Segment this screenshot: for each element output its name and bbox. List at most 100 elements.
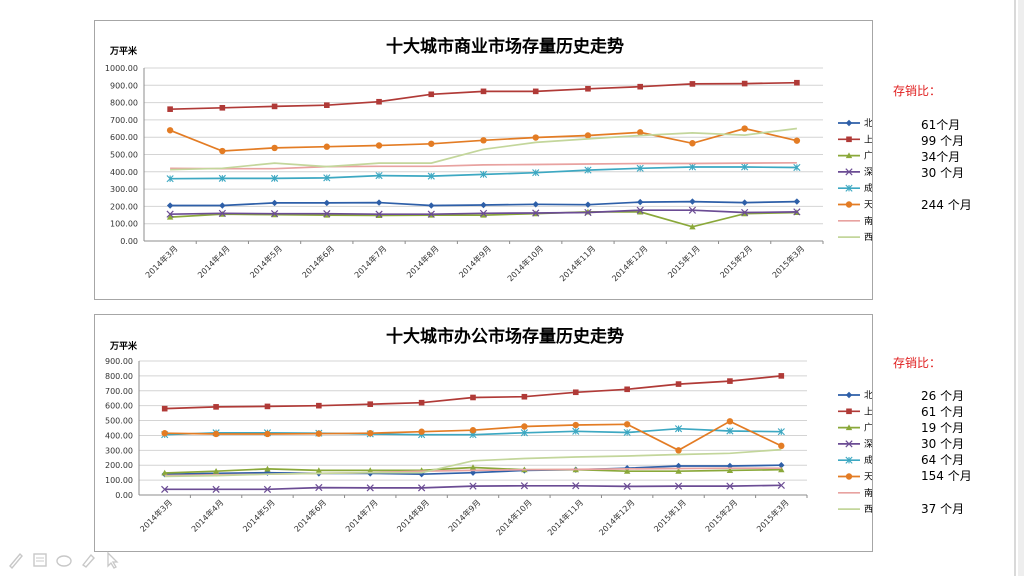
legend-marker [845,184,853,192]
series-line [170,161,797,170]
data-point [688,163,697,171]
sales-ratio-row: 244 个月 [921,198,972,212]
x-tick-label: 2014年12月 [610,243,650,283]
series-天津 [161,418,785,454]
legend-item: 广州 [838,150,872,162]
y-tick-label: 500.00 [105,417,133,426]
y-tick-label: 800.00 [110,99,138,108]
data-point [469,427,477,434]
data-point [375,210,383,218]
series-深圳 [166,206,801,218]
notes-icon[interactable] [30,550,50,570]
series-line [164,448,782,478]
x-tick-label: 2014年9月 [446,497,482,533]
x-tick-label: 2014年3月 [138,497,174,533]
commercial-stock-chart: 十大城市商业市场存量历史走势 万平米 0.00 100.00 200.00 300.0… [94,20,873,300]
data-point [726,418,734,425]
legend-label: 南京 [864,487,872,499]
data-point [270,174,279,182]
legend-label: 上海 [864,133,872,145]
series-成都 [166,163,801,183]
data-point [572,482,580,490]
data-point [793,198,801,205]
x-tick-label: 2014年7月 [343,497,379,533]
y-tick-label: 0.00 [115,491,133,500]
x-tick-label: 2014年10月 [494,497,534,537]
data-point [623,428,631,437]
data-point [271,199,278,207]
data-point [584,208,592,217]
x-tick-label: 2015年1月 [665,243,701,279]
legend-label: 天津 [864,472,872,483]
data-point [521,423,528,430]
legend-label: 成都 [864,454,872,466]
data-point [376,98,382,105]
office-chart-svg: 十大城市办公市场存量历史走势 万平米 0.00 100.00 200.00 300.0… [105,326,872,537]
data-point [521,393,528,400]
y-tick-label: 300.00 [105,446,133,455]
legend-item: 天津 [838,472,872,483]
data-point [741,125,748,132]
data-point [480,201,487,209]
data-point [726,427,734,435]
data-point [315,467,323,473]
data-point [212,430,220,438]
x-tick-label: 2014年11月 [545,497,585,537]
sales-ratio-row: 61 个月 [921,405,965,419]
data-point [624,386,630,393]
y-tick-label: 200.00 [105,461,133,470]
legend-label: 深圳 [864,167,872,178]
scrollbar[interactable] [1018,0,1024,576]
data-point [584,132,592,139]
pointer-icon[interactable] [102,550,122,570]
legend-item: 深圳 [838,439,872,450]
legend-marker [845,152,853,159]
data-point [793,163,801,172]
data-point [427,210,435,218]
data-point [623,421,631,428]
data-point [793,137,801,144]
x-tick-label: 2014年6月 [292,497,328,533]
legend-marker [845,119,853,127]
data-point [366,484,374,492]
legend-label: 上海 [864,405,872,417]
sales-ratio-row: 37 个月 [921,502,965,516]
data-point [219,104,226,111]
data-point [161,485,169,493]
data-point [674,482,683,490]
legend-marker [846,136,852,143]
data-point [689,198,696,205]
legend-item: 西安 [838,503,872,515]
data-point [427,172,435,180]
data-point [271,144,278,152]
data-point [636,198,644,206]
data-point [264,403,271,410]
x-tick-label: 2014年8月 [404,243,440,279]
highlighter-icon[interactable] [78,550,98,570]
data-point [219,202,226,209]
sales-ratio-row: 30 个月 [921,166,965,180]
data-point [469,464,477,471]
pen-icon[interactable] [6,550,26,570]
legend-marker [846,408,852,415]
x-tick-label: 2014年3月 [143,243,179,279]
legend-item: 成都 [838,454,872,466]
y-tick-label: 100.00 [110,220,138,229]
data-point [778,442,785,450]
data-point [741,80,748,87]
data-point [418,399,425,406]
y-tick-label: 400.00 [105,431,133,440]
data-point [689,223,696,230]
x-tick-label: 2014年11月 [557,243,597,283]
sales-ratio-title: 存销比： [893,84,942,98]
legend-item: 西安 [838,231,872,243]
y-tick-label: 900.00 [110,81,138,90]
legend-marker [845,201,853,208]
data-point [323,211,331,218]
x-tick-label: 2014年9月 [457,243,493,279]
eraser-icon[interactable] [54,550,74,570]
data-point [166,210,174,218]
data-point [428,140,435,147]
data-point [777,481,785,489]
